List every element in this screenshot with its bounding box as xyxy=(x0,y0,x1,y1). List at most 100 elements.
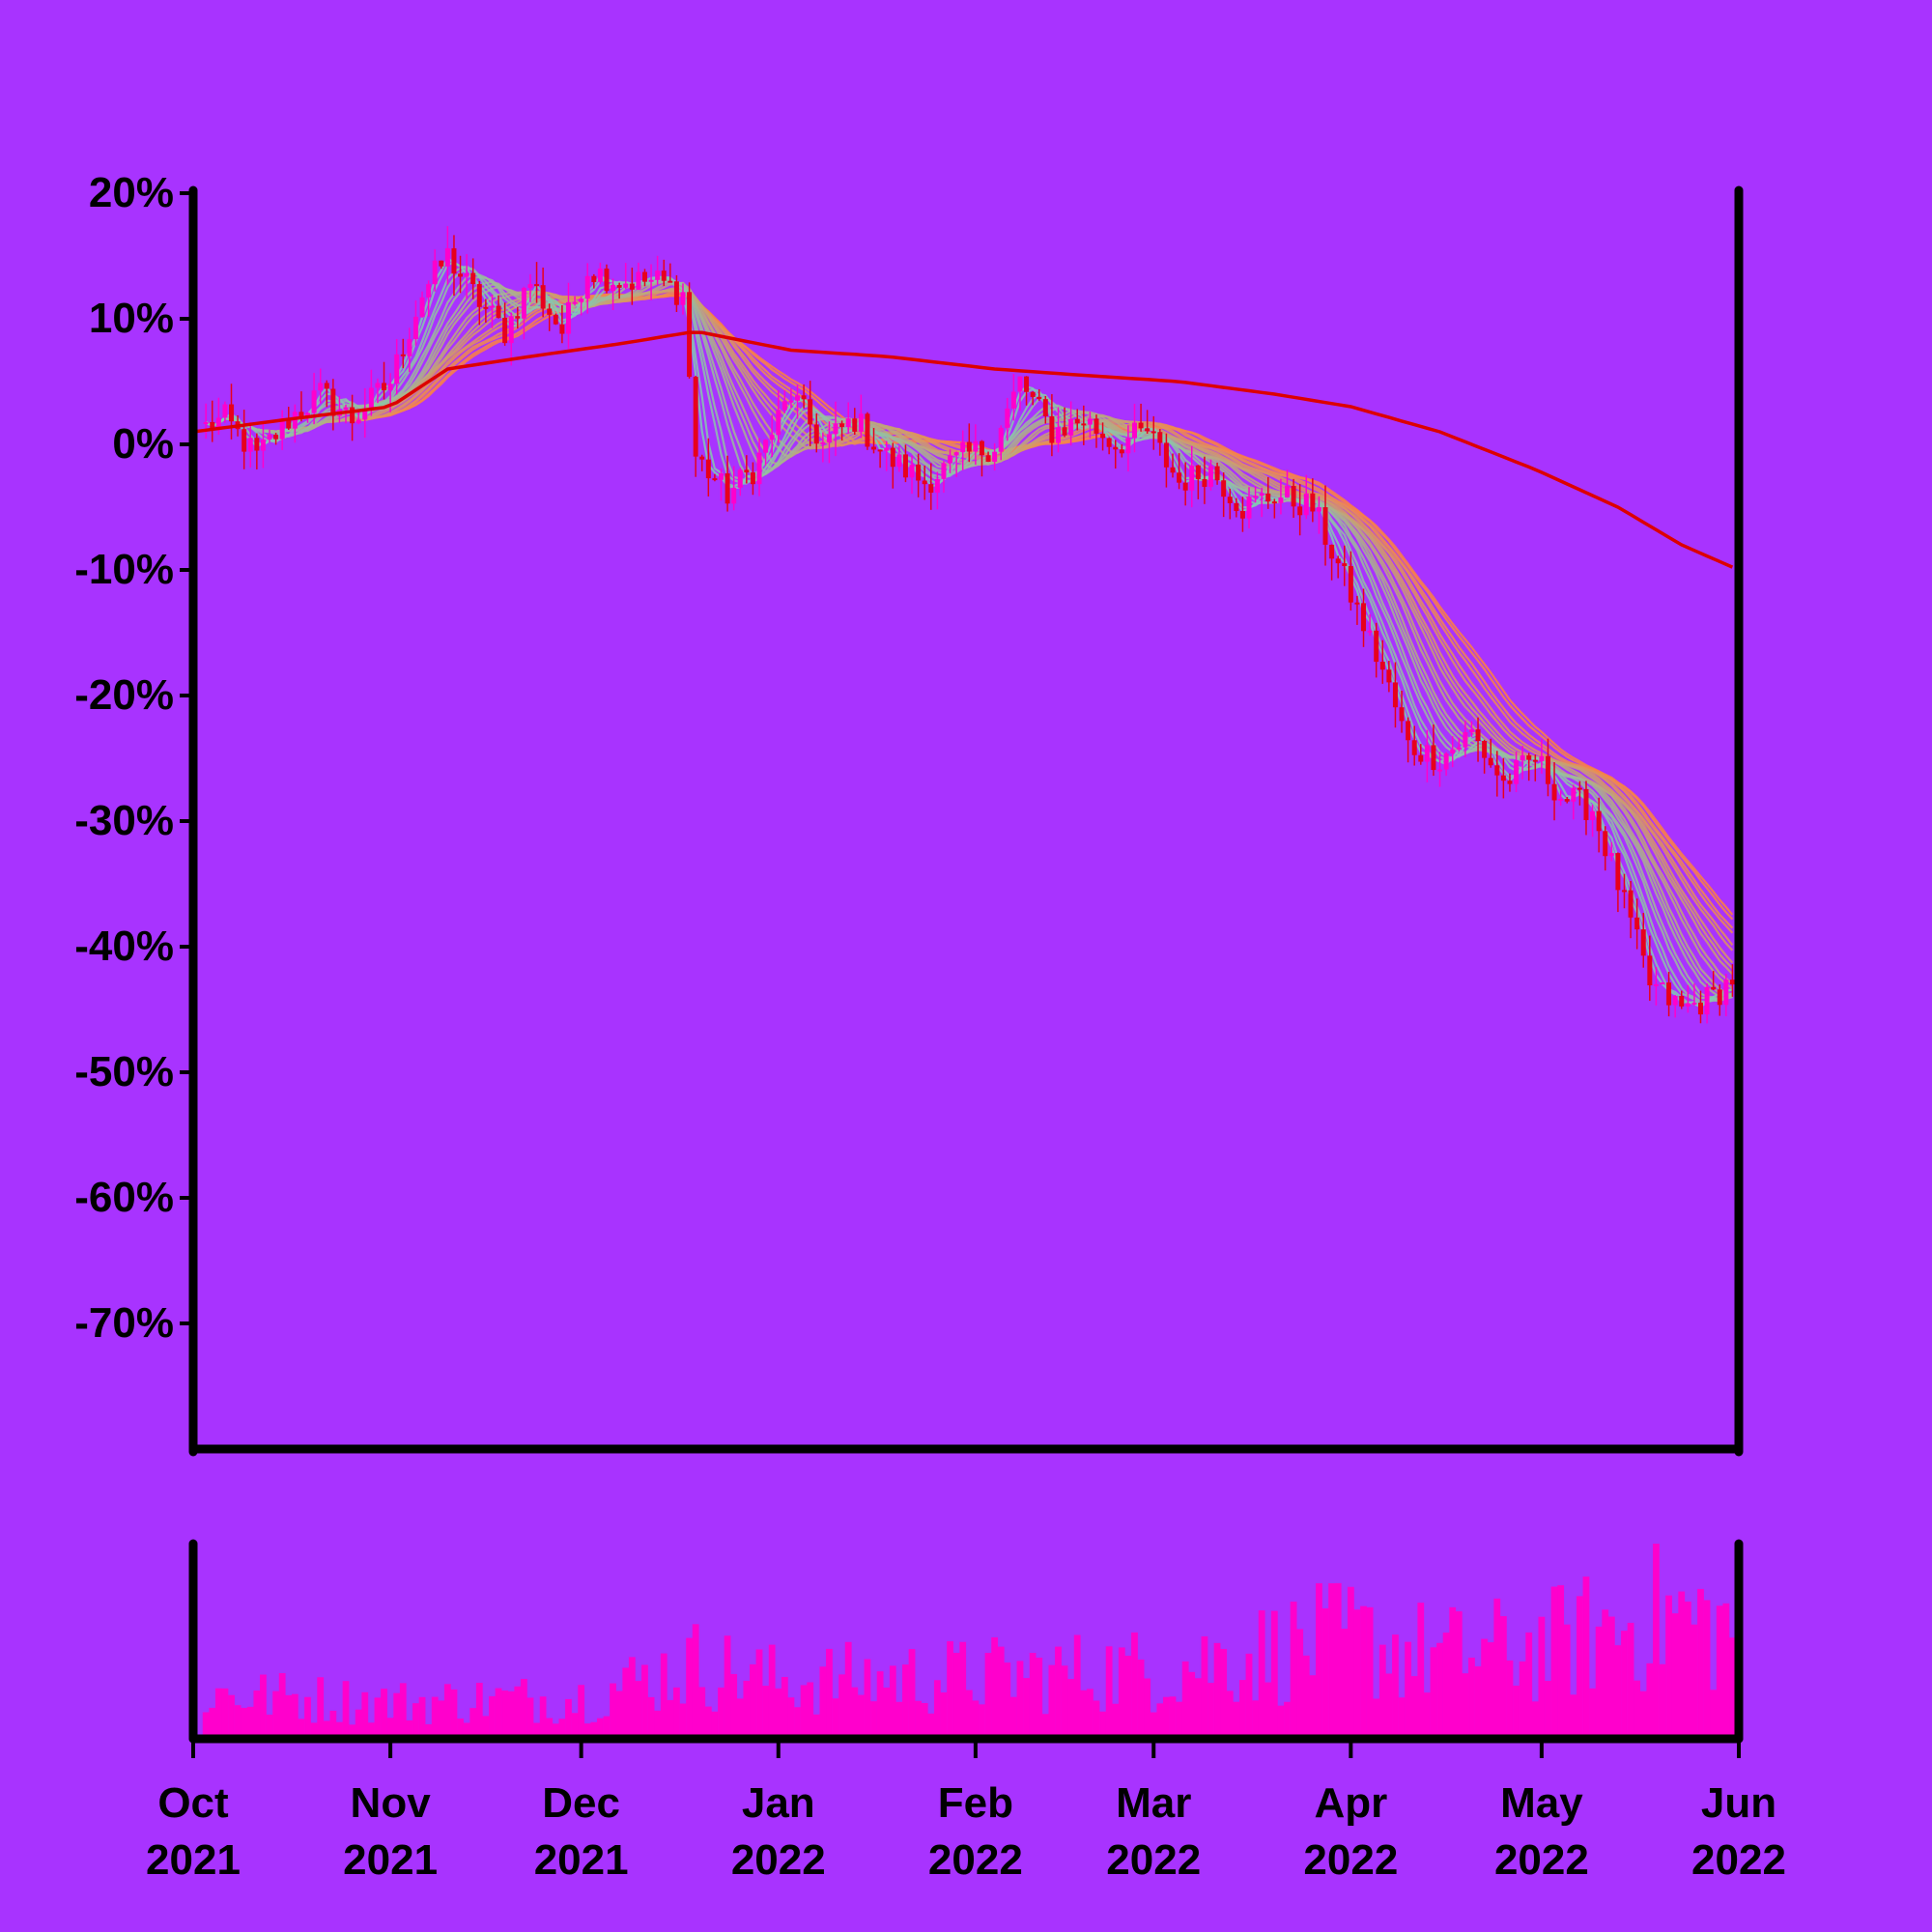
volume-bar xyxy=(1659,1663,1666,1739)
volume-bar xyxy=(959,1641,967,1739)
volume-bar xyxy=(425,1724,433,1739)
candle-body xyxy=(1030,391,1036,397)
volume-bar xyxy=(1328,1583,1336,1739)
candle-body xyxy=(629,283,635,290)
y-tick-label: 20% xyxy=(89,169,174,216)
candle-body xyxy=(387,384,393,391)
candle-body xyxy=(534,284,540,287)
volume-bar xyxy=(730,1673,738,1739)
volume-bar xyxy=(1073,1634,1081,1739)
volume-bar xyxy=(755,1649,763,1739)
volume-bar xyxy=(711,1711,719,1739)
volume-bar xyxy=(1334,1582,1342,1739)
candle-body xyxy=(1577,787,1582,790)
candle-body xyxy=(1558,799,1564,802)
volume-bar xyxy=(1029,1653,1037,1739)
y-tick-label: -50% xyxy=(74,1048,174,1095)
candle-body xyxy=(1621,890,1627,893)
candle-body xyxy=(584,275,590,299)
candle-body xyxy=(668,280,673,283)
candle-body xyxy=(1488,757,1493,766)
candle-body xyxy=(636,271,641,290)
volume-bar xyxy=(908,1649,916,1739)
volume-bar xyxy=(1436,1642,1443,1739)
volume-bar xyxy=(794,1707,801,1739)
volume-bar xyxy=(1545,1681,1551,1739)
candle-body xyxy=(781,401,787,411)
candle-body xyxy=(1202,479,1208,487)
volume-bar xyxy=(1722,1603,1730,1739)
candle-body xyxy=(1532,759,1538,762)
candle-body xyxy=(247,438,253,452)
candle-body xyxy=(1507,781,1513,784)
volume-bar xyxy=(876,1671,884,1739)
volume-bar xyxy=(927,1713,935,1739)
y-tick-label: 0% xyxy=(112,420,174,468)
candle-body xyxy=(1666,982,1672,1006)
volume-bar xyxy=(1245,1653,1253,1739)
volume-bar xyxy=(1137,1659,1145,1739)
candle-body xyxy=(1468,729,1474,733)
volume-bar xyxy=(596,1718,604,1739)
volume-bar xyxy=(1309,1675,1317,1739)
candle-body xyxy=(458,273,464,277)
long-ma-line xyxy=(192,330,1734,569)
candle-body xyxy=(553,314,558,325)
candle-body xyxy=(1608,853,1614,857)
candle-body xyxy=(1411,740,1417,755)
volume-bar xyxy=(1220,1648,1228,1739)
volume-bar xyxy=(1455,1611,1463,1739)
volume-bar xyxy=(1041,1714,1049,1739)
volume-bar xyxy=(246,1706,254,1739)
volume-bar xyxy=(1417,1603,1425,1739)
candle-body xyxy=(928,484,934,493)
volume-bar xyxy=(615,1690,623,1739)
candle-body xyxy=(597,268,603,283)
volume-bar xyxy=(450,1689,458,1739)
volume-bar xyxy=(1710,1690,1718,1739)
volume-bar xyxy=(1270,1610,1278,1739)
volume-bar xyxy=(1239,1680,1246,1739)
volume-bar xyxy=(1665,1595,1672,1739)
volume-bar xyxy=(1697,1588,1704,1739)
y-tick-label: 10% xyxy=(89,295,174,342)
candle-body xyxy=(611,285,616,292)
candle-body xyxy=(1494,765,1500,776)
volume-bar xyxy=(1188,1671,1196,1739)
candle-body xyxy=(1571,787,1577,802)
candle-body xyxy=(719,473,724,480)
candle-body xyxy=(400,354,406,356)
volume-bar xyxy=(520,1678,527,1739)
volume-bar xyxy=(883,1687,891,1739)
candle-body xyxy=(242,429,247,452)
candle-body xyxy=(1475,729,1481,741)
candle-body xyxy=(547,308,553,315)
candle-body xyxy=(1500,775,1506,781)
volume-bar xyxy=(234,1705,242,1739)
volume-bar xyxy=(641,1664,648,1739)
candle-body xyxy=(521,288,526,319)
x-tick-year: 2021 xyxy=(534,1836,629,1884)
candle-body xyxy=(641,271,647,282)
volume-bar xyxy=(762,1686,769,1739)
volume-bar xyxy=(979,1704,985,1739)
volume-bar xyxy=(1487,1642,1494,1739)
volume-bar xyxy=(940,1691,948,1739)
volume-bar xyxy=(1392,1634,1399,1739)
candle-body xyxy=(1685,1003,1690,1007)
candle-body xyxy=(808,399,813,425)
volume-bar xyxy=(539,1696,547,1739)
volume-bar xyxy=(851,1687,859,1739)
x-tick-month: Feb xyxy=(938,1779,1013,1827)
volume-bar xyxy=(1131,1632,1138,1739)
candle-body xyxy=(515,316,521,319)
candle-body xyxy=(890,447,895,468)
candle-body xyxy=(839,423,845,428)
candle-body xyxy=(267,434,272,440)
candle-body xyxy=(1564,799,1570,802)
candle-body xyxy=(432,260,438,285)
candle-body xyxy=(1125,438,1131,454)
volume-bar xyxy=(1290,1601,1297,1739)
candle-body xyxy=(1010,391,1016,409)
